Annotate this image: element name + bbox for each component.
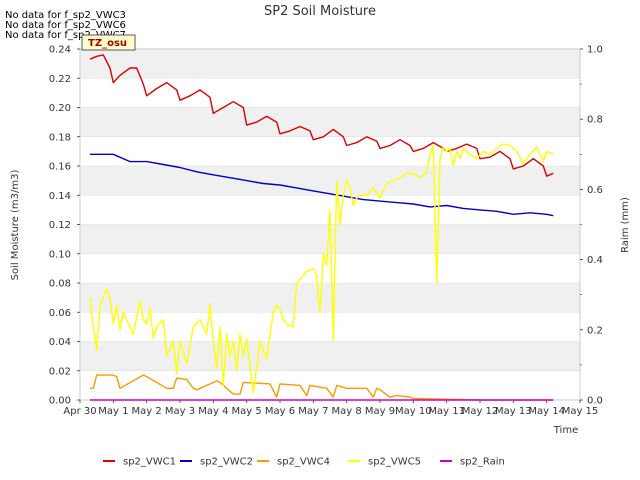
y-tick-label: 0.06	[49, 308, 71, 319]
y2-tick-label: 0.0	[587, 396, 603, 407]
x-tick-label: May 4	[198, 406, 228, 417]
no-data-notice: No data for f_sp2_VWC7	[5, 30, 126, 41]
grid-band	[80, 283, 580, 313]
y-tick-label: 0.14	[49, 191, 71, 202]
x-tick-label: May 15	[562, 406, 599, 417]
x-tick-label: May 13	[495, 406, 532, 417]
x-tick-label: Apr 30	[63, 406, 96, 417]
legend-entry: sp2_Rain	[460, 457, 505, 468]
y2-tick-label: 0.4	[587, 255, 603, 266]
y-axis-right: 0.0 0.2 0.4 0.6 0.8 1.0	[580, 45, 603, 407]
x-axis-label: Time	[553, 425, 578, 436]
y2-tick-label: 1.0	[587, 45, 603, 56]
y-tick-label: 0.02	[49, 366, 71, 377]
x-tick-label: May 14	[528, 406, 565, 417]
x-tick-label: May 11	[428, 406, 465, 417]
grid-band	[80, 49, 580, 79]
chart-title: SP2 Soil Moisture	[264, 4, 376, 19]
plot-background-bands	[80, 48, 580, 401]
site-badge-label: TZ_osu	[88, 38, 127, 49]
x-tick-label: May 12	[462, 406, 499, 417]
x-axis: Apr 30 May 1 May 2 May 3 May 4 May 5 May 6 May …	[63, 400, 598, 417]
y-axis-label: Soil Moisture (m3/m3)	[10, 170, 21, 281]
y-tick-label: 0.12	[49, 220, 71, 231]
y-tick-label: 0.10	[49, 249, 71, 260]
x-tick-label: May 1	[98, 406, 128, 417]
series-line-sp2-vwc5	[89, 143, 554, 394]
y2-tick-label: 0.6	[587, 185, 603, 196]
y-tick-label: 0.18	[49, 132, 71, 143]
site-badge: TZ_osu	[81, 34, 136, 51]
x-tick-label: May 9	[365, 406, 395, 417]
x-tick-label: May 2	[132, 406, 162, 417]
legend-entry: sp2_VWC1	[123, 457, 176, 468]
x-tick-label: May 8	[332, 406, 362, 417]
y-axis-left: 0.00 0.02 0.04 0.06 0.08 0.10 0.12 0.14 0.16 0.18…	[49, 45, 80, 407]
legend-entry: sp2_VWC2	[200, 457, 253, 468]
x-tick-label: May 10	[395, 406, 432, 417]
y2-tick-label: 0.2	[587, 325, 603, 336]
no-data-notice: No data for f_sp2_VWC3	[5, 10, 126, 21]
series-lines	[89, 54, 554, 401]
y2-tick-label: 0.8	[587, 115, 603, 126]
series-line-sp2-vwc2	[90, 153, 554, 217]
y2-axis-label: Raim (mm)	[620, 197, 631, 253]
y-tick-label: 0.24	[49, 45, 71, 56]
series-line-sp2-vwc4	[90, 374, 554, 401]
y-tick-label: 0.08	[49, 279, 71, 290]
x-tick-label: May 3	[165, 406, 195, 417]
legend-entry: sp2_VWC5	[368, 457, 421, 468]
y-tick-label: 0.00	[49, 396, 71, 407]
grid-band	[80, 341, 580, 371]
y-tick-label: 0.04	[49, 337, 71, 348]
y-tick-label: 0.20	[49, 103, 71, 114]
series-line-sp2-vwc1	[89, 54, 554, 177]
legend-entry: sp2_VWC4	[277, 457, 330, 468]
legend: sp2_VWC1 sp2_VWC2 sp2_VWC4 sp2_VWC5 sp2_Rain	[103, 457, 505, 468]
no-data-notice: No data for f_sp2_VWC6	[5, 20, 126, 31]
x-tick-label: May 7	[298, 406, 328, 417]
grid-band	[80, 166, 580, 196]
x-tick-label: May 6	[265, 406, 295, 417]
x-tick-label: May 5	[232, 406, 262, 417]
y-tick-label: 0.16	[49, 162, 71, 173]
y-tick-label: 0.22	[49, 74, 71, 85]
